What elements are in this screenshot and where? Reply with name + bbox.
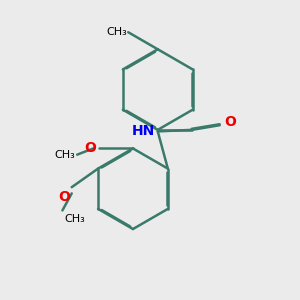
Text: O: O: [84, 142, 96, 155]
Text: CH₃: CH₃: [106, 27, 127, 37]
Text: O: O: [58, 190, 70, 204]
Text: HN: HN: [131, 124, 154, 138]
Text: CH₃: CH₃: [64, 214, 85, 224]
Text: CH₃: CH₃: [55, 150, 76, 160]
Text: O: O: [224, 115, 236, 129]
